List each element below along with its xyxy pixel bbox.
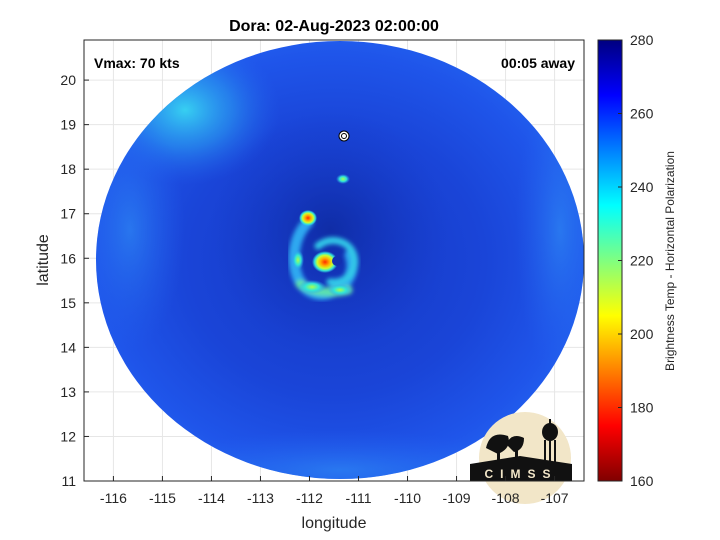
colorbar-tick-label: 220 (630, 253, 654, 269)
y-tick-label: 12 (60, 428, 76, 444)
water-tower-icon (542, 419, 558, 465)
y-tick-label: 17 (60, 206, 76, 222)
colorbar-tick-label: 160 (630, 473, 654, 489)
y-axis-ticks: 11 12 13 14 15 16 17 18 19 20 (60, 72, 89, 489)
colorbar-tick-label: 280 (630, 32, 654, 48)
x-tick-label: -111 (346, 490, 372, 506)
eye-hot-spot (312, 251, 338, 273)
band-spot-southeast (328, 284, 352, 296)
swath-cold-region (210, 110, 450, 350)
axes-frame (83, 39, 585, 482)
colorbar: 160 180 200 220 240 260 280 Brightness Temp - … (597, 32, 677, 489)
y-tick-label: 20 (60, 72, 76, 88)
microwave-swath (96, 41, 584, 479)
eye (332, 256, 342, 266)
x-tick-label: -116 (100, 490, 127, 506)
x-tick-label: -107 (541, 490, 569, 506)
logo-text: CIMSS (484, 467, 557, 481)
x-tick-label: -110 (394, 490, 421, 506)
colorbar-tick-label: 200 (630, 326, 654, 342)
band-spot-south (298, 280, 326, 294)
x-tick-label: -108 (492, 490, 520, 506)
x-axis-label: longitude (302, 515, 367, 532)
y-tick-label: 13 (60, 384, 76, 400)
inner-rainband (314, 237, 359, 286)
y-tick-label: 19 (60, 117, 76, 133)
storm-center-marker (338, 130, 350, 142)
colorbar-tick-label: 240 (630, 179, 654, 195)
x-tick-label: -112 (296, 490, 323, 506)
band-hot-spot-north (299, 210, 317, 226)
y-tick-label: 11 (61, 473, 76, 489)
x-tick-label: -114 (198, 490, 225, 506)
vmax-label: Vmax: 70 kts (94, 55, 180, 71)
time-away-label: 00:05 away (501, 55, 575, 71)
colorbar-tick-label: 260 (630, 106, 654, 122)
y-tick-label: 14 (60, 339, 76, 355)
x-tick-label: -115 (149, 490, 176, 506)
satellite-dish-icon (486, 434, 524, 462)
convective-cell-north (336, 174, 350, 184)
logo-roof (470, 456, 572, 481)
y-tick-label: 18 (60, 161, 76, 177)
y-tick-label: 16 (60, 250, 76, 266)
x-tick-label: -109 (443, 490, 471, 506)
swath-warm-region-south (140, 430, 540, 479)
colorbar-tick-label: 180 (630, 400, 654, 416)
band-spot-west (292, 250, 304, 270)
colorbar-ticks: 160 180 200 220 240 260 280 (618, 32, 654, 489)
x-axis-ticks: -116 -115 -114 -113 -112 -111 -110 -109 -108 -107 (100, 476, 569, 506)
y-tick-label: 15 (60, 295, 76, 311)
colorbar-label: Brightness Temp - Horizontal Polarizatio… (663, 151, 677, 371)
y-axis-label: latitude (35, 234, 52, 286)
plot-title: Dora: 02-Aug-2023 02:00:00 (229, 18, 439, 35)
x-tick-label: -113 (247, 490, 274, 506)
